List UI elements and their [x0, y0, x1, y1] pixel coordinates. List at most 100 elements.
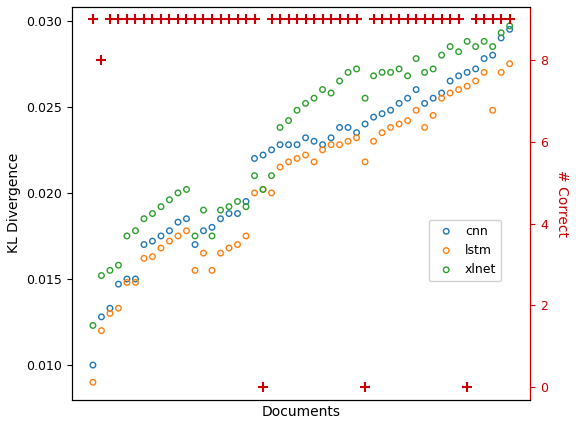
cnn: [241, 198, 251, 205]
cnn: [233, 210, 242, 217]
Point: [233, 16, 242, 23]
xlnet: [182, 186, 191, 193]
xlnet: [148, 210, 157, 217]
X-axis label: Documents: Documents: [262, 405, 341, 419]
xlnet: [309, 95, 319, 102]
Point: [139, 16, 149, 23]
lstm: [191, 267, 200, 274]
xlnet: [216, 207, 225, 213]
xlnet: [463, 38, 472, 45]
xlnet: [114, 262, 123, 269]
xlnet: [131, 227, 140, 234]
xlnet: [395, 66, 404, 72]
xlnet: [480, 38, 489, 45]
cnn: [497, 35, 506, 41]
Point: [369, 16, 378, 23]
cnn: [182, 215, 191, 222]
cnn: [259, 152, 268, 158]
lstm: [207, 267, 217, 274]
lstm: [199, 250, 208, 256]
Point: [445, 16, 454, 23]
cnn: [199, 227, 208, 234]
Point: [216, 16, 225, 23]
cnn: [114, 281, 123, 288]
xlnet: [173, 190, 183, 196]
xlnet: [386, 69, 395, 76]
cnn: [505, 26, 514, 33]
xlnet: [454, 48, 463, 55]
lstm: [411, 107, 420, 114]
xlnet: [139, 215, 149, 222]
lstm: [309, 158, 319, 165]
cnn: [327, 134, 336, 141]
Point: [225, 16, 234, 23]
lstm: [377, 129, 386, 136]
Point: [267, 16, 276, 23]
cnn: [437, 89, 446, 96]
cnn: [411, 86, 420, 93]
Point: [97, 57, 106, 63]
cnn: [165, 227, 174, 234]
Point: [165, 16, 174, 23]
lstm: [267, 190, 276, 196]
xlnet: [361, 95, 370, 102]
Point: [395, 16, 404, 23]
cnn: [191, 241, 200, 248]
cnn: [343, 124, 353, 131]
xlnet: [437, 52, 446, 58]
xlnet: [250, 172, 259, 179]
cnn: [395, 100, 404, 107]
lstm: [352, 134, 361, 141]
lstm: [454, 86, 463, 93]
cnn: [445, 78, 454, 84]
Point: [463, 384, 472, 391]
cnn: [105, 305, 115, 312]
cnn: [267, 147, 276, 153]
lstm: [259, 186, 268, 193]
cnn: [369, 114, 378, 121]
lstm: [327, 141, 336, 148]
lstm: [293, 155, 302, 162]
lstm: [343, 138, 353, 145]
cnn: [488, 52, 497, 58]
Point: [471, 16, 480, 23]
lstm: [165, 238, 174, 245]
xlnet: [191, 233, 200, 239]
xlnet: [318, 86, 327, 93]
Point: [361, 384, 370, 391]
Point: [207, 16, 217, 23]
cnn: [207, 224, 217, 231]
Point: [309, 16, 319, 23]
lstm: [420, 124, 429, 131]
Point: [454, 16, 463, 23]
lstm: [182, 227, 191, 234]
Point: [250, 16, 259, 23]
Point: [429, 16, 438, 23]
Point: [284, 16, 293, 23]
lstm: [505, 60, 514, 67]
lstm: [131, 279, 140, 286]
lstm: [386, 124, 395, 131]
cnn: [131, 276, 140, 282]
lstm: [105, 310, 115, 317]
xlnet: [225, 203, 234, 210]
lstm: [361, 158, 370, 165]
xlnet: [369, 72, 378, 79]
cnn: [97, 314, 106, 320]
xlnet: [275, 124, 285, 131]
Point: [122, 16, 131, 23]
lstm: [216, 250, 225, 256]
xlnet: [429, 66, 438, 72]
xlnet: [165, 196, 174, 203]
Point: [318, 16, 327, 23]
xlnet: [445, 43, 454, 50]
xlnet: [199, 207, 208, 213]
Y-axis label: KL Divergence: KL Divergence: [7, 153, 21, 253]
Point: [131, 16, 140, 23]
lstm: [335, 141, 344, 148]
lstm: [403, 117, 412, 124]
cnn: [454, 72, 463, 79]
Point: [241, 16, 251, 23]
cnn: [148, 238, 157, 245]
xlnet: [233, 198, 242, 205]
